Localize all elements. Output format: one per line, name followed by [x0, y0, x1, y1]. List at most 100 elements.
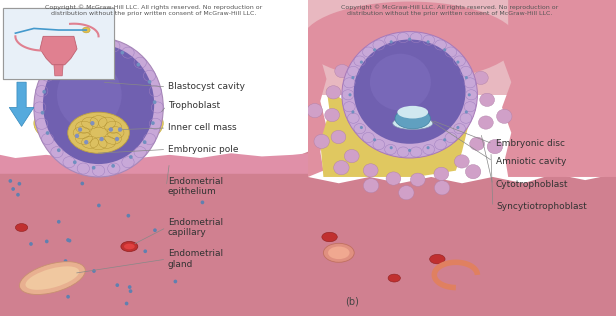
Circle shape [36, 287, 39, 291]
FancyBboxPatch shape [3, 8, 114, 79]
Text: Embryonic pole: Embryonic pole [168, 145, 238, 154]
Text: Endometrial
capillary: Endometrial capillary [168, 218, 223, 237]
Circle shape [9, 179, 12, 183]
Circle shape [57, 148, 60, 152]
Circle shape [121, 51, 124, 55]
Ellipse shape [25, 266, 79, 290]
Text: Blastocyst cavity: Blastocyst cavity [168, 82, 245, 91]
Circle shape [351, 76, 354, 79]
Circle shape [144, 249, 147, 253]
Circle shape [29, 242, 33, 246]
Circle shape [92, 166, 95, 170]
Circle shape [41, 283, 45, 287]
Ellipse shape [34, 38, 163, 177]
Circle shape [201, 200, 205, 204]
Polygon shape [308, 0, 616, 95]
Circle shape [124, 301, 128, 305]
Circle shape [82, 47, 86, 51]
Text: Trophoblast: Trophoblast [168, 101, 220, 110]
Ellipse shape [121, 241, 138, 252]
Circle shape [43, 90, 46, 94]
Circle shape [63, 259, 67, 263]
Circle shape [151, 121, 155, 125]
Circle shape [443, 48, 446, 52]
Circle shape [84, 140, 89, 144]
FancyBboxPatch shape [3, 8, 114, 79]
Ellipse shape [480, 93, 495, 106]
Circle shape [100, 137, 103, 141]
Polygon shape [9, 82, 34, 126]
Ellipse shape [455, 155, 469, 168]
Ellipse shape [331, 131, 346, 144]
Circle shape [373, 48, 376, 52]
Circle shape [174, 280, 177, 283]
Ellipse shape [466, 165, 481, 179]
Circle shape [126, 214, 130, 218]
Circle shape [129, 289, 132, 293]
Ellipse shape [68, 112, 129, 153]
Circle shape [360, 126, 363, 129]
Polygon shape [308, 47, 326, 177]
Ellipse shape [124, 244, 135, 249]
Text: Cytotrophoblast: Cytotrophoblast [496, 180, 569, 189]
Circle shape [465, 76, 468, 79]
Circle shape [118, 127, 123, 132]
Circle shape [129, 155, 132, 159]
Ellipse shape [34, 95, 163, 151]
Ellipse shape [388, 274, 400, 282]
Ellipse shape [323, 243, 354, 262]
Circle shape [465, 110, 468, 113]
Ellipse shape [354, 40, 466, 144]
Ellipse shape [496, 109, 512, 124]
Ellipse shape [83, 27, 90, 33]
Ellipse shape [397, 106, 428, 118]
Circle shape [390, 40, 393, 44]
Polygon shape [40, 36, 77, 65]
Ellipse shape [395, 108, 431, 129]
Ellipse shape [322, 232, 338, 242]
Circle shape [115, 283, 119, 287]
Circle shape [17, 182, 21, 185]
Ellipse shape [328, 246, 350, 259]
Ellipse shape [314, 134, 330, 149]
Text: Endometrial
epithelium: Endometrial epithelium [168, 177, 223, 196]
Ellipse shape [342, 32, 477, 158]
Polygon shape [320, 88, 468, 177]
Polygon shape [308, 174, 616, 316]
Ellipse shape [430, 254, 445, 264]
Circle shape [153, 100, 156, 104]
Text: Embryonic disc: Embryonic disc [496, 139, 565, 148]
Circle shape [66, 238, 70, 242]
Circle shape [97, 204, 101, 207]
Circle shape [137, 63, 140, 67]
Text: Amniotic cavity: Amniotic cavity [496, 157, 566, 166]
Ellipse shape [479, 116, 493, 129]
Circle shape [143, 140, 147, 144]
Circle shape [148, 80, 152, 84]
Circle shape [115, 137, 120, 141]
Circle shape [67, 295, 70, 299]
Ellipse shape [363, 179, 379, 193]
Circle shape [128, 285, 131, 289]
Polygon shape [0, 152, 308, 316]
Circle shape [111, 164, 115, 168]
Ellipse shape [307, 104, 323, 118]
Circle shape [153, 228, 157, 232]
Text: Endometrial
gland: Endometrial gland [168, 249, 223, 269]
Circle shape [75, 134, 79, 138]
Ellipse shape [334, 161, 349, 175]
Ellipse shape [434, 181, 450, 195]
Ellipse shape [434, 167, 448, 180]
Circle shape [45, 240, 49, 243]
Circle shape [92, 269, 96, 273]
Ellipse shape [20, 262, 85, 295]
Circle shape [57, 220, 60, 224]
Ellipse shape [325, 108, 339, 122]
Ellipse shape [15, 224, 28, 231]
Circle shape [408, 38, 411, 41]
Ellipse shape [399, 185, 414, 200]
Ellipse shape [363, 164, 378, 177]
Circle shape [65, 56, 68, 60]
Polygon shape [502, 0, 616, 177]
Circle shape [360, 61, 363, 64]
